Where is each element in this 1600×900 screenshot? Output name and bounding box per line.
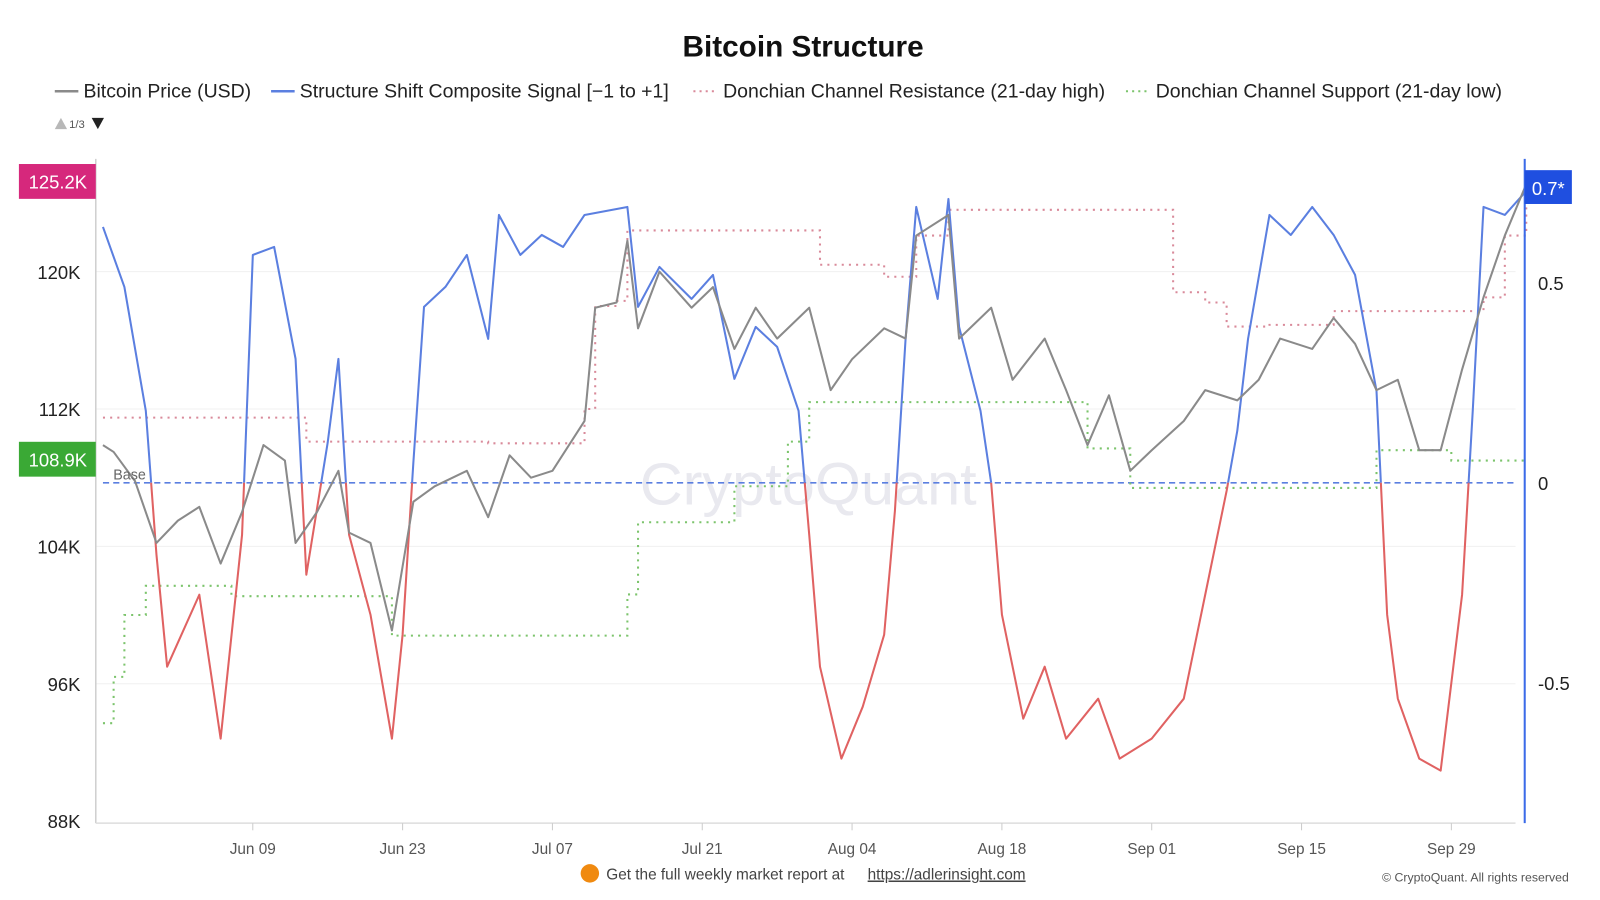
x-tick-label: Aug 18 xyxy=(978,841,1027,858)
legend-item-price[interactable]: Bitcoin Price (USD) xyxy=(54,80,251,102)
legend-pager: 1/3 xyxy=(54,117,104,131)
legend-label: Donchian Channel Resistance (21-day high… xyxy=(723,80,1105,102)
price-low-badge: 108.9K xyxy=(18,441,96,477)
support-line xyxy=(102,401,1527,725)
legend-label: Structure Shift Composite Signal [−1 to … xyxy=(300,80,669,102)
pager-up-icon[interactable] xyxy=(54,117,68,130)
resistance-line xyxy=(102,184,1528,445)
svg-text:0.7*: 0.7* xyxy=(1532,178,1565,199)
signal-line-negative xyxy=(150,482,1470,772)
x-tick-label: Aug 04 xyxy=(828,841,877,858)
legend-item-resistance[interactable]: Donchian Channel Resistance (21-day high… xyxy=(693,80,1105,102)
y-right-tick-label: -0.5 xyxy=(1538,673,1570,694)
footer-report-text: Get the full weekly market report at xyxy=(606,866,845,883)
footer-report-link[interactable]: https://adlerinsight.com xyxy=(868,866,1026,883)
legend-item-support[interactable]: Donchian Channel Support (21-day low) xyxy=(1125,80,1502,102)
legend: Bitcoin Price (USD) Structure Shift Comp… xyxy=(54,80,1502,131)
x-tick-label: Jul 07 xyxy=(532,841,573,858)
legend-item-signal[interactable]: Structure Shift Composite Signal [−1 to … xyxy=(271,80,669,102)
legend-label: Bitcoin Price (USD) xyxy=(83,80,251,102)
price-high-badge: 125.2K xyxy=(18,164,96,199)
signal-line-positive xyxy=(101,190,1528,483)
axis-ticks: 88K 96K 104K 112K 120K -0.5 0 0.5 Jun 09 Jun 23 Ju… xyxy=(37,262,1569,858)
y-right-tick-label: 0 xyxy=(1538,473,1548,494)
signal-last-badge: 0.7* xyxy=(1524,170,1572,204)
series-layer xyxy=(101,183,1528,772)
baseline-label: Base xyxy=(113,468,146,484)
pager-down-icon[interactable] xyxy=(91,117,104,130)
price-line xyxy=(102,183,1528,632)
x-tick-label: Sep 15 xyxy=(1277,841,1326,858)
legend-label: Donchian Channel Support (21-day low) xyxy=(1156,80,1502,102)
x-tick-label: Jul 21 xyxy=(682,841,723,858)
y-left-tick-label: 88K xyxy=(48,811,82,832)
footer: Get the full weekly market report at htt… xyxy=(580,864,1569,885)
copyright: © CryptoQuant. All rights reserved xyxy=(1382,871,1569,885)
y-left-tick-label: 120K xyxy=(37,262,81,283)
y-left-tick-label: 112K xyxy=(39,399,81,420)
y-left-tick-label: 96K xyxy=(48,674,82,695)
x-tick-label: Sep 29 xyxy=(1427,841,1476,858)
x-tick-label: Sep 01 xyxy=(1127,841,1176,858)
watermark: CryptoQuant xyxy=(640,450,977,517)
y-right-tick-label: 0.5 xyxy=(1538,273,1564,294)
grid xyxy=(95,271,1516,685)
orange-dot-icon xyxy=(580,864,600,883)
chart-title: Bitcoin Structure xyxy=(683,30,924,63)
svg-text:108.9K: 108.9K xyxy=(29,449,88,470)
x-tick-label: Jun 23 xyxy=(380,841,426,858)
svg-text:125.2K: 125.2K xyxy=(29,172,88,193)
y-left-tick-label: 104K xyxy=(37,537,81,558)
x-tick-label: Jun 09 xyxy=(230,841,276,858)
pager-label: 1/3 xyxy=(69,119,85,131)
